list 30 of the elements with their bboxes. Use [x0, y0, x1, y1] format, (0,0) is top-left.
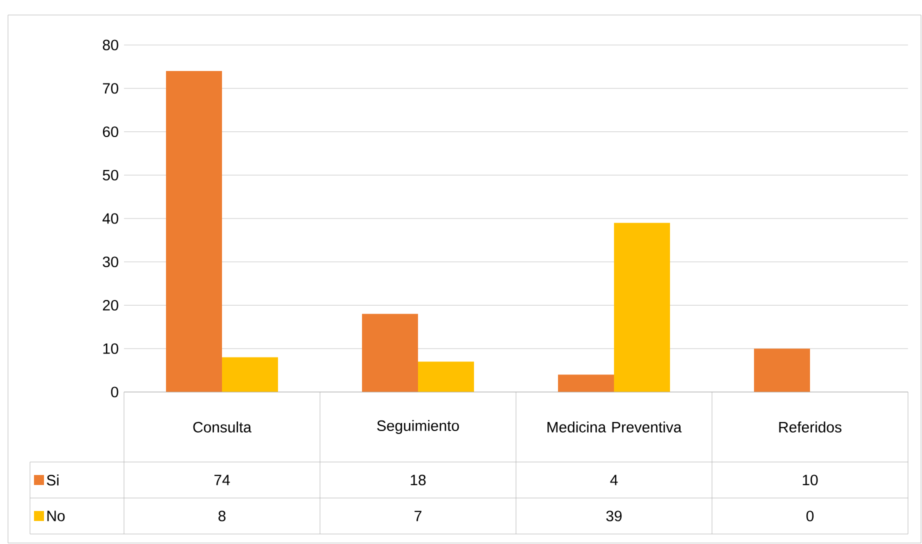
y-tick-label: 60	[102, 126, 118, 138]
y-tick-label: 40	[102, 213, 118, 224]
y-tick-label: 10	[103, 343, 118, 354]
legend-label: No	[47, 510, 65, 522]
bar	[418, 362, 474, 392]
data-label: 4	[610, 474, 618, 486]
data-label: 18	[410, 474, 426, 486]
bar	[166, 71, 222, 392]
y-tick-label: 70	[102, 83, 118, 94]
y-tick-label: 80	[102, 40, 118, 50]
x-tick-label: Consulta	[193, 422, 252, 432]
bar	[222, 357, 278, 392]
bar	[614, 222, 670, 392]
x-tick-label: Seguimiento	[377, 420, 459, 434]
bar	[754, 348, 810, 392]
x-tick-label: Referidos	[779, 422, 842, 432]
data-label: 8	[218, 510, 226, 522]
data-label: 39	[606, 510, 622, 522]
bar	[362, 314, 418, 392]
bar	[558, 374, 614, 392]
data-label: 10	[802, 474, 818, 486]
data-label: 74	[214, 474, 230, 486]
data-label: 7	[414, 510, 422, 522]
legend-label: Si	[46, 474, 58, 486]
x-tick-label: Medicina Preventiva	[548, 422, 682, 432]
y-tick-label: 30	[102, 256, 118, 268]
y-tick-label: 50	[102, 170, 118, 180]
data-label: 0	[806, 510, 814, 522]
y-tick-label: 20	[102, 300, 118, 311]
y-tick-label: 0	[111, 386, 118, 398]
